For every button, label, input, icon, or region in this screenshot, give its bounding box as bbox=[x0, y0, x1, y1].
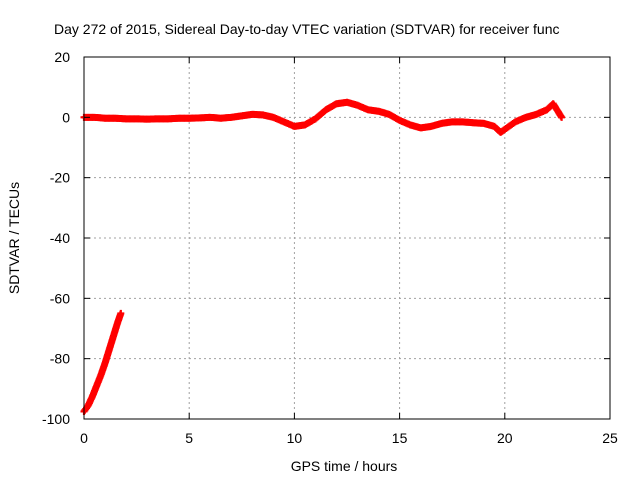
y-axis-label: SDTVAR / TECUs bbox=[6, 182, 22, 294]
y-tick-label: -100 bbox=[42, 411, 70, 427]
data-point bbox=[117, 309, 125, 317]
y-tick-label: -80 bbox=[50, 351, 70, 367]
x-tick-label: 10 bbox=[287, 430, 303, 446]
plot-border bbox=[83, 56, 611, 420]
y-tick-label: 0 bbox=[62, 109, 70, 125]
x-tick-label: 20 bbox=[497, 430, 513, 446]
x-tick-label: 25 bbox=[602, 430, 618, 446]
data-series-1 bbox=[80, 309, 125, 415]
x-tick-label: 5 bbox=[185, 430, 193, 446]
x-tick-labels: 0 5 10 15 20 25 bbox=[80, 430, 618, 446]
y-tick-label: -60 bbox=[50, 290, 70, 306]
y-tick-label: -20 bbox=[50, 170, 70, 186]
plot-area bbox=[80, 98, 566, 415]
y-tick-labels: -100 -80 -60 -40 -20 0 20 bbox=[42, 49, 70, 427]
data-point bbox=[558, 113, 566, 121]
x-tick-label: 0 bbox=[80, 430, 88, 446]
data-series-2 bbox=[80, 98, 566, 136]
x-tick-label: 15 bbox=[392, 430, 408, 446]
grid-lines bbox=[84, 57, 610, 419]
chart-title: Day 272 of 2015, Sidereal Day-to-day VTE… bbox=[54, 21, 560, 37]
y-tick-label: -40 bbox=[50, 230, 70, 246]
y-tick-label: 20 bbox=[54, 49, 70, 65]
x-axis-label: GPS time / hours bbox=[291, 458, 398, 474]
axis-ticks bbox=[83, 56, 611, 420]
